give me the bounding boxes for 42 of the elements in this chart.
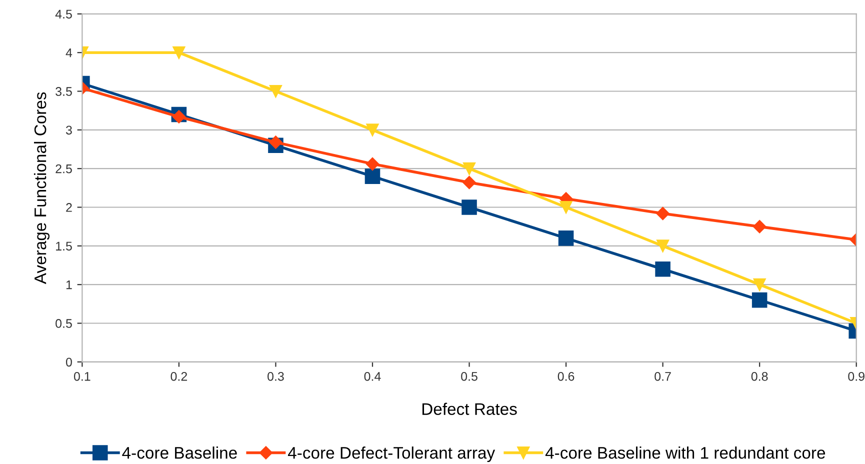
y-tick-label: 1.5	[56, 242, 72, 251]
point	[462, 176, 476, 190]
point	[752, 220, 766, 234]
y-tick-label: 4	[66, 48, 72, 58]
point	[366, 124, 379, 136]
y-tick-label: 0.5	[56, 319, 72, 328]
y-tick-label: 3	[66, 126, 72, 135]
point	[364, 168, 380, 184]
point	[656, 206, 670, 220]
point	[463, 162, 476, 175]
point	[366, 157, 380, 171]
x-tick-label: 0.6	[558, 372, 574, 381]
y-tick-label: 4.5	[55, 10, 72, 19]
x-tick-label: 0.4	[364, 372, 381, 381]
legend-label: 4-core Baseline	[122, 446, 237, 459]
x-tick-label: 0.5	[461, 372, 478, 381]
y-tick-label: 2	[66, 203, 72, 212]
point	[172, 46, 186, 59]
x-axis-title: Defect Rates	[422, 402, 517, 415]
x-tick-label: 0.7	[654, 372, 671, 381]
point	[462, 200, 477, 215]
y-axis-title: Average Functional Cores	[34, 92, 50, 284]
x-tick-label: 0.9	[848, 372, 864, 381]
point	[269, 85, 282, 98]
point	[560, 201, 572, 214]
y-tick-label: 3.5	[56, 87, 72, 96]
y-tick-label: 0	[66, 358, 72, 367]
y-tick-label: 2.5	[56, 164, 72, 174]
legend-label: 4-core Baseline with 1 redundant core	[545, 446, 826, 459]
point	[269, 136, 282, 149]
point	[558, 230, 574, 246]
point	[655, 261, 670, 277]
x-tick-label: 0.1	[74, 372, 90, 381]
point	[656, 240, 670, 252]
point	[753, 278, 766, 291]
x-tick-label: 0.2	[170, 372, 188, 381]
point	[752, 292, 768, 308]
point	[172, 110, 186, 124]
legend-label: 4-core Defect-Tolerant array	[288, 446, 496, 462]
y-tick-label: 1	[66, 280, 72, 290]
x-tick-label: 0.8	[751, 372, 768, 381]
x-tick-label: 0.3	[268, 372, 284, 381]
